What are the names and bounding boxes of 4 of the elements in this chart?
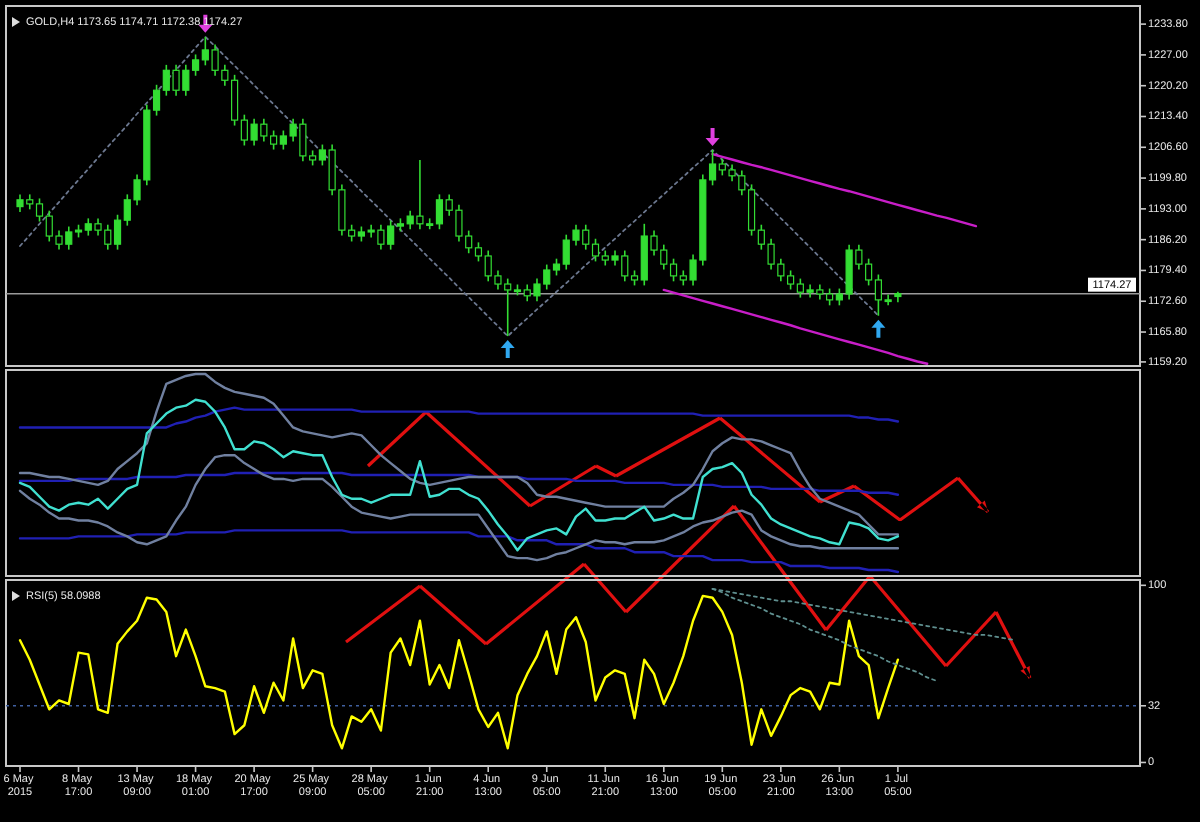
line-series (662, 288, 929, 365)
line-series (18, 594, 900, 750)
line-series (711, 152, 978, 228)
line-series (19, 35, 880, 338)
